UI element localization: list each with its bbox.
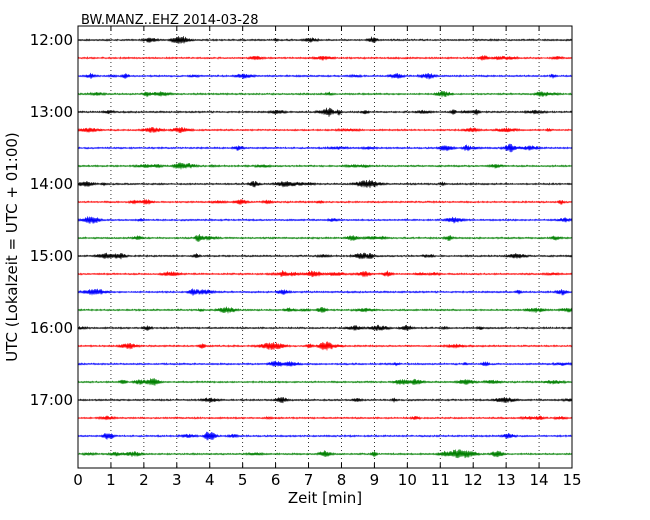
x-tick-label: 2 (139, 471, 149, 489)
x-tick-label: 5 (238, 471, 248, 489)
trace-1445 (77, 234, 573, 242)
trace-1300 (77, 107, 573, 117)
trace-1615 (77, 341, 573, 351)
y-tick-label: 13:00 (30, 103, 73, 121)
traces (77, 36, 573, 459)
x-tick-label: 3 (172, 471, 182, 489)
chart-title: BW.MANZ..EHZ 2014-03-28 (81, 13, 259, 28)
trace-1245 (77, 90, 573, 98)
y-tick-label: 16:00 (30, 319, 73, 337)
plot-frame (77, 25, 573, 469)
trace-1630 (77, 360, 573, 367)
trace-1545 (77, 306, 573, 314)
trace-1715 (77, 415, 573, 421)
x-tick-label: 4 (205, 471, 215, 489)
y-axis-label: UTC (Lokalzeit = UTC + 01:00) (3, 132, 21, 362)
x-tick-label: 14 (530, 471, 549, 489)
x-tick-label: 12 (464, 471, 483, 489)
y-tick-label: 17:00 (30, 391, 73, 409)
x-axis-label: Zeit [min] (288, 489, 362, 507)
y-tick-label: 12:00 (30, 31, 73, 49)
trace-1315 (77, 127, 573, 134)
trace-1530 (77, 288, 573, 296)
y-tick-label: 15:00 (30, 247, 73, 265)
trace-1415 (77, 199, 573, 205)
trace-1430 (77, 216, 573, 224)
trace-1500 (77, 252, 573, 260)
x-tick-label: 11 (431, 471, 450, 489)
grid (110, 26, 540, 468)
trace-1645 (77, 378, 573, 386)
x-tick-label: 10 (398, 471, 417, 489)
y-axis: 12:00 13:00 14:00 15:00 16:00 17:00 (30, 31, 572, 409)
trace-1345 (77, 162, 573, 170)
trace-1700 (77, 397, 573, 404)
trace-1745 (77, 449, 573, 459)
x-tick-label: 7 (304, 471, 314, 489)
trace-1215 (77, 55, 573, 61)
trace-1200 (77, 36, 573, 44)
x-tick-label: 6 (271, 471, 281, 489)
trace-1400 (77, 179, 573, 189)
trace-1230 (77, 72, 573, 80)
x-tick-label: 15 (562, 471, 581, 489)
y-tick-label: 14:00 (30, 175, 73, 193)
x-tick-label: 9 (370, 471, 380, 489)
trace-1330 (77, 143, 573, 153)
trace-1730 (77, 431, 573, 441)
x-axis: 0 1 2 3 4 5 6 7 8 9 10 11 12 13 14 15 (73, 26, 582, 489)
x-tick-label: 8 (337, 471, 347, 489)
trace-1515 (77, 270, 573, 278)
x-tick-label: 0 (73, 471, 83, 489)
x-tick-label: 1 (106, 471, 116, 489)
plot-background (78, 26, 572, 468)
x-tick-label: 13 (497, 471, 516, 489)
trace-1600 (77, 324, 573, 331)
